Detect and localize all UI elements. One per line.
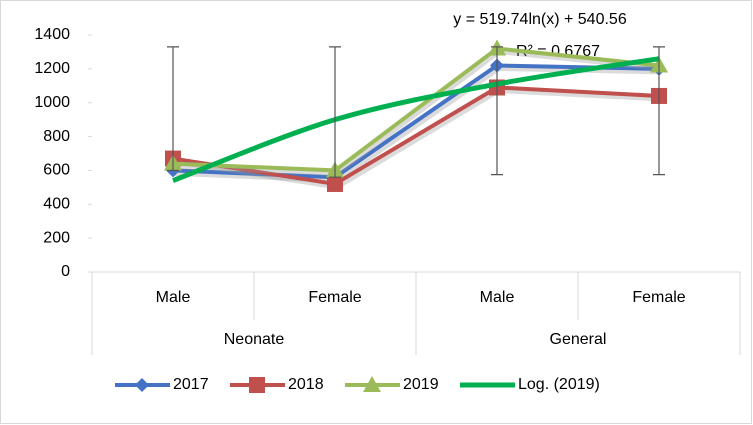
marker — [249, 377, 265, 393]
error-bar-minus — [491, 65, 503, 176]
x-tick-label: Female — [632, 289, 685, 306]
marker — [363, 376, 381, 392]
y-tick-label: 1400 — [34, 26, 70, 43]
series-line — [172, 46, 660, 173]
legend-entry: 2017 — [115, 376, 209, 393]
legend-entry: 2018 — [230, 376, 324, 393]
trendline-equation: y = 519.74ln(x) + 540.56 — [453, 11, 627, 28]
group-label: General — [550, 331, 607, 348]
legend-label: 2018 — [288, 376, 324, 393]
y-tick-label: 600 — [43, 162, 70, 179]
marker — [135, 378, 149, 392]
legend-label: 2017 — [173, 376, 209, 393]
y-tick-label: 800 — [43, 128, 70, 145]
x-tick-label: Female — [308, 289, 361, 306]
trendline — [172, 56, 660, 183]
series-shadow — [174, 48, 662, 176]
y-tick-label: 0 — [61, 263, 70, 280]
y-tick-label: 1200 — [34, 60, 70, 77]
y-tick-label: 400 — [43, 196, 70, 213]
y-tick-label: 200 — [43, 229, 70, 246]
error-bar-plus — [653, 46, 665, 69]
error-bar-plus — [167, 46, 179, 171]
legend-entry: 2019 — [345, 376, 439, 393]
legend-label: Log. (2019) — [518, 376, 600, 393]
series-line — [172, 63, 660, 180]
error-bar-minus — [653, 68, 665, 176]
series-line — [172, 85, 660, 187]
legend-label: 2019 — [403, 376, 439, 393]
error-bar-plus — [491, 46, 503, 66]
error-bar-plus — [329, 46, 341, 178]
legend-entry: Log. (2019) — [460, 376, 600, 393]
marker — [327, 175, 343, 192]
x-tick-label: Male — [156, 289, 191, 306]
x-tick-label: Male — [480, 289, 515, 306]
series-shadow — [174, 87, 662, 190]
group-label: Neonate — [224, 331, 285, 348]
y-tick-label: 1000 — [34, 94, 70, 111]
